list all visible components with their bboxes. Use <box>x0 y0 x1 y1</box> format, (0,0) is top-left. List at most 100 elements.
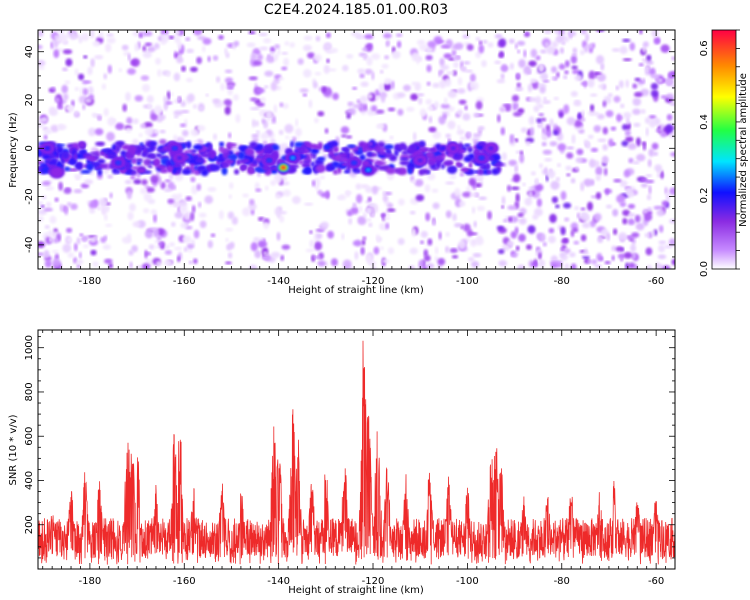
heatmap-cell <box>340 126 350 134</box>
heatmap-band-cell <box>378 151 387 156</box>
heatmap-cell <box>83 88 88 96</box>
heatmap-band-cell <box>139 142 144 146</box>
heatmap-cell <box>327 68 337 72</box>
heatmap-cell <box>403 84 411 92</box>
heatmap-cell <box>41 181 51 186</box>
heatmap-cell <box>532 214 539 220</box>
heatmap-cell <box>638 63 644 67</box>
heatmap-cell <box>453 55 461 61</box>
heatmap-cell <box>205 93 209 97</box>
heatmap-cell <box>551 76 556 81</box>
heatmap-band-cell <box>460 167 470 173</box>
heatmap-cell <box>387 247 395 255</box>
heatmap-cell <box>518 59 526 68</box>
heatmap-cell <box>642 58 647 63</box>
heatmap-cell <box>526 244 532 251</box>
heatmap-cell <box>167 35 175 40</box>
heatmap-cell <box>574 206 580 211</box>
heatmap-cell <box>78 36 83 44</box>
heatmap-cell <box>542 100 551 104</box>
heatmap-hotspot <box>44 146 51 151</box>
heatmap-cell <box>363 212 367 219</box>
heatmap-cell <box>131 58 140 67</box>
heatmap-cell <box>218 210 224 220</box>
heatmap-cell <box>640 109 646 114</box>
heatmap-cell <box>539 72 548 81</box>
heatmap-band-cell <box>399 160 410 166</box>
heatmap-band-cell <box>94 166 101 170</box>
heatmap-cell <box>446 71 455 75</box>
heatmap-cell <box>669 187 675 195</box>
heatmap-cell <box>517 213 524 217</box>
heatmap-cell <box>254 120 259 127</box>
heatmap-band-cell <box>437 155 442 161</box>
heatmap-cell <box>515 86 524 92</box>
heatmap-cell <box>396 40 402 49</box>
heatmap-cell <box>665 193 670 202</box>
heatmap-cell <box>352 86 358 90</box>
heatmap-cell <box>384 55 390 60</box>
heatmap-cell <box>528 60 537 67</box>
heatmap-band-cell <box>130 166 140 170</box>
heatmap-cell <box>92 261 99 267</box>
heatmap-cell <box>626 116 630 125</box>
heatmap-cell <box>457 77 463 86</box>
heatmap-cell <box>471 260 480 268</box>
heatmap-cell <box>50 124 59 133</box>
heatmap-cell <box>545 128 552 138</box>
heatmap-cell <box>155 245 160 249</box>
heatmap-cell <box>302 44 312 52</box>
heatmap-hotspot <box>290 155 296 160</box>
heatmap-cell <box>250 242 258 252</box>
heatmap-band-cell <box>63 166 71 172</box>
heatmap-cell <box>536 118 543 123</box>
heatmap-cell <box>314 241 323 251</box>
heatmap-cell <box>636 153 646 162</box>
heatmap-cell <box>78 73 85 81</box>
heatmap-cell <box>315 35 321 42</box>
heatmap-cell <box>549 213 557 223</box>
heatmap-cell <box>324 261 329 267</box>
heatmap-band-cell <box>88 156 97 162</box>
heatmap-cell <box>542 127 546 135</box>
heatmap-cell <box>570 178 576 184</box>
heatmap-band-cell <box>366 151 373 158</box>
heatmap-band-cell <box>191 149 198 154</box>
heatmap-cell <box>88 94 95 99</box>
heatmap-cell <box>447 90 457 98</box>
heatmap-cell <box>509 62 514 70</box>
heatmap-cell <box>498 38 507 48</box>
heatmap-cell <box>370 211 375 218</box>
heatmap-cell <box>498 53 504 58</box>
heatmap-cell <box>658 244 666 253</box>
heatmap-cell <box>126 117 133 125</box>
heatmap-band-cell <box>347 144 356 148</box>
heatmap-cell <box>552 264 562 268</box>
heatmap-cell <box>163 259 173 266</box>
heatmap-cell <box>76 264 81 269</box>
heatmap-cell <box>74 242 78 252</box>
heatmap-cell <box>500 73 505 80</box>
heatmap-cell <box>633 122 641 127</box>
heatmap-cell <box>536 198 543 208</box>
heatmap-cell <box>644 232 650 238</box>
heatmap-cell <box>651 142 659 150</box>
heatmap-cell <box>397 238 405 245</box>
heatmap-cell <box>472 206 475 214</box>
heatmap-cell <box>434 255 438 262</box>
heatmap-hotspot <box>280 165 286 170</box>
heatmap-cell <box>189 260 193 264</box>
heatmap-cell <box>395 33 403 37</box>
heatmap-cell <box>260 97 266 103</box>
heatmap-cell <box>530 78 537 84</box>
heatmap-cell <box>122 103 127 112</box>
heatmap-cell <box>358 206 363 212</box>
heatmap-cell <box>202 37 212 45</box>
heatmap-cell <box>580 49 585 56</box>
heatmap-cell <box>105 223 113 227</box>
heatmap-cell <box>518 217 527 225</box>
heatmap-cell <box>634 264 638 269</box>
heatmap-cell <box>527 83 533 93</box>
heatmap-cell <box>580 207 586 211</box>
heatmap-cell <box>317 260 326 267</box>
